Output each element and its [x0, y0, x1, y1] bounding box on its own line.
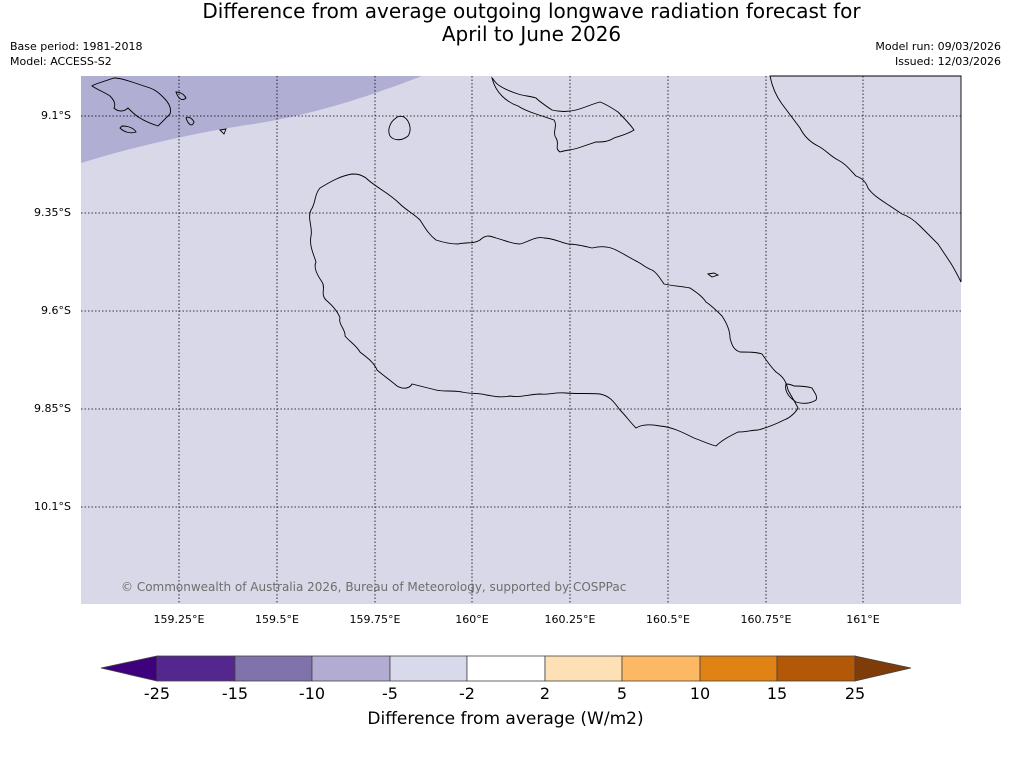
meta-right: Model run: 09/03/2026 Issued: 12/03/2026	[875, 39, 1001, 69]
colorbar-tick-label: -10	[298, 684, 326, 703]
colorbar-under-arrow	[100, 655, 158, 682]
colorbar-bin	[234, 655, 313, 682]
colorbar-over-arrow	[854, 655, 912, 682]
coastline-islet-c	[185, 116, 195, 126]
colorbar-tick-label: 15	[766, 684, 788, 703]
map-title: Difference from average outgoing longwav…	[0, 0, 1011, 46]
colorbar-bin	[699, 655, 778, 682]
base-period: Base period: 1981-2018	[10, 40, 143, 53]
title-line-2: April to June 2026	[441, 22, 622, 46]
colorbar-tick-label: -15	[221, 684, 249, 703]
model-run: Model run: 09/03/2026	[875, 40, 1001, 53]
colorbar-bin	[776, 655, 856, 682]
gridlines	[81, 76, 961, 604]
model-name: Model: ACCESS-S2	[10, 55, 112, 68]
colorbar	[100, 655, 912, 682]
title-line-1: Difference from average outgoing longwav…	[202, 0, 861, 23]
lat-label: 9.6°S	[41, 304, 71, 317]
coastline-florida-islands	[491, 76, 635, 153]
lon-label: 159.5°E	[255, 613, 299, 626]
lon-label: 159.75°E	[349, 613, 401, 626]
colorbar-bin	[156, 655, 236, 682]
colorbar-bin	[311, 655, 391, 682]
colorbar-tick-label: 2	[539, 684, 551, 703]
lon-label: 161°E	[846, 613, 880, 626]
coastline-small-islet	[706, 272, 720, 278]
coastline-islet-a	[119, 125, 137, 134]
colorbar-tick-label: 25	[844, 684, 866, 703]
lat-label: 9.85°S	[34, 402, 71, 415]
colorbar-bin	[389, 655, 468, 682]
colorbar-tick-label: -2	[459, 684, 475, 703]
issued-date: Issued: 12/03/2026	[894, 55, 1001, 68]
colorbar-tick-label: -5	[382, 684, 398, 703]
coastline-eastern-islet	[785, 383, 817, 404]
coastline-guadalcanal	[309, 173, 799, 447]
lat-label: 9.1°S	[41, 109, 71, 122]
colorbar-bin	[621, 655, 701, 682]
colorbar-bin	[544, 655, 623, 682]
lon-label: 160.5°E	[646, 613, 690, 626]
colorbar-title: Difference from average (W/m2)	[367, 709, 644, 729]
colorbar-tick-label: 10	[689, 684, 711, 703]
lat-label: 9.35°S	[34, 206, 71, 219]
lon-label: 160.25°E	[544, 613, 596, 626]
coastline-islet-d	[219, 128, 227, 135]
coastline-russell-islands	[91, 77, 171, 127]
meta-left: Base period: 1981-2018 Model: ACCESS-S2	[10, 39, 142, 69]
lon-label: 159.25°E	[153, 613, 205, 626]
colorbar-tick-label: 5	[616, 684, 628, 703]
coastline-malaita	[769, 75, 962, 283]
coastline-islet-b	[175, 91, 187, 101]
lat-label: 10.1°S	[34, 500, 71, 513]
coastline-savo-island	[388, 115, 411, 141]
colorbar-bin	[466, 655, 546, 682]
anomaly-region-minus-10-to-5	[81, 76, 422, 163]
lon-label: 160°E	[455, 613, 489, 626]
colorbar-tick-label: -25	[143, 684, 171, 703]
coastlines	[91, 75, 962, 447]
copyright-notice: © Commonwealth of Australia 2026, Bureau…	[121, 580, 627, 594]
lon-label: 160.75°E	[740, 613, 792, 626]
map-background	[81, 76, 961, 604]
